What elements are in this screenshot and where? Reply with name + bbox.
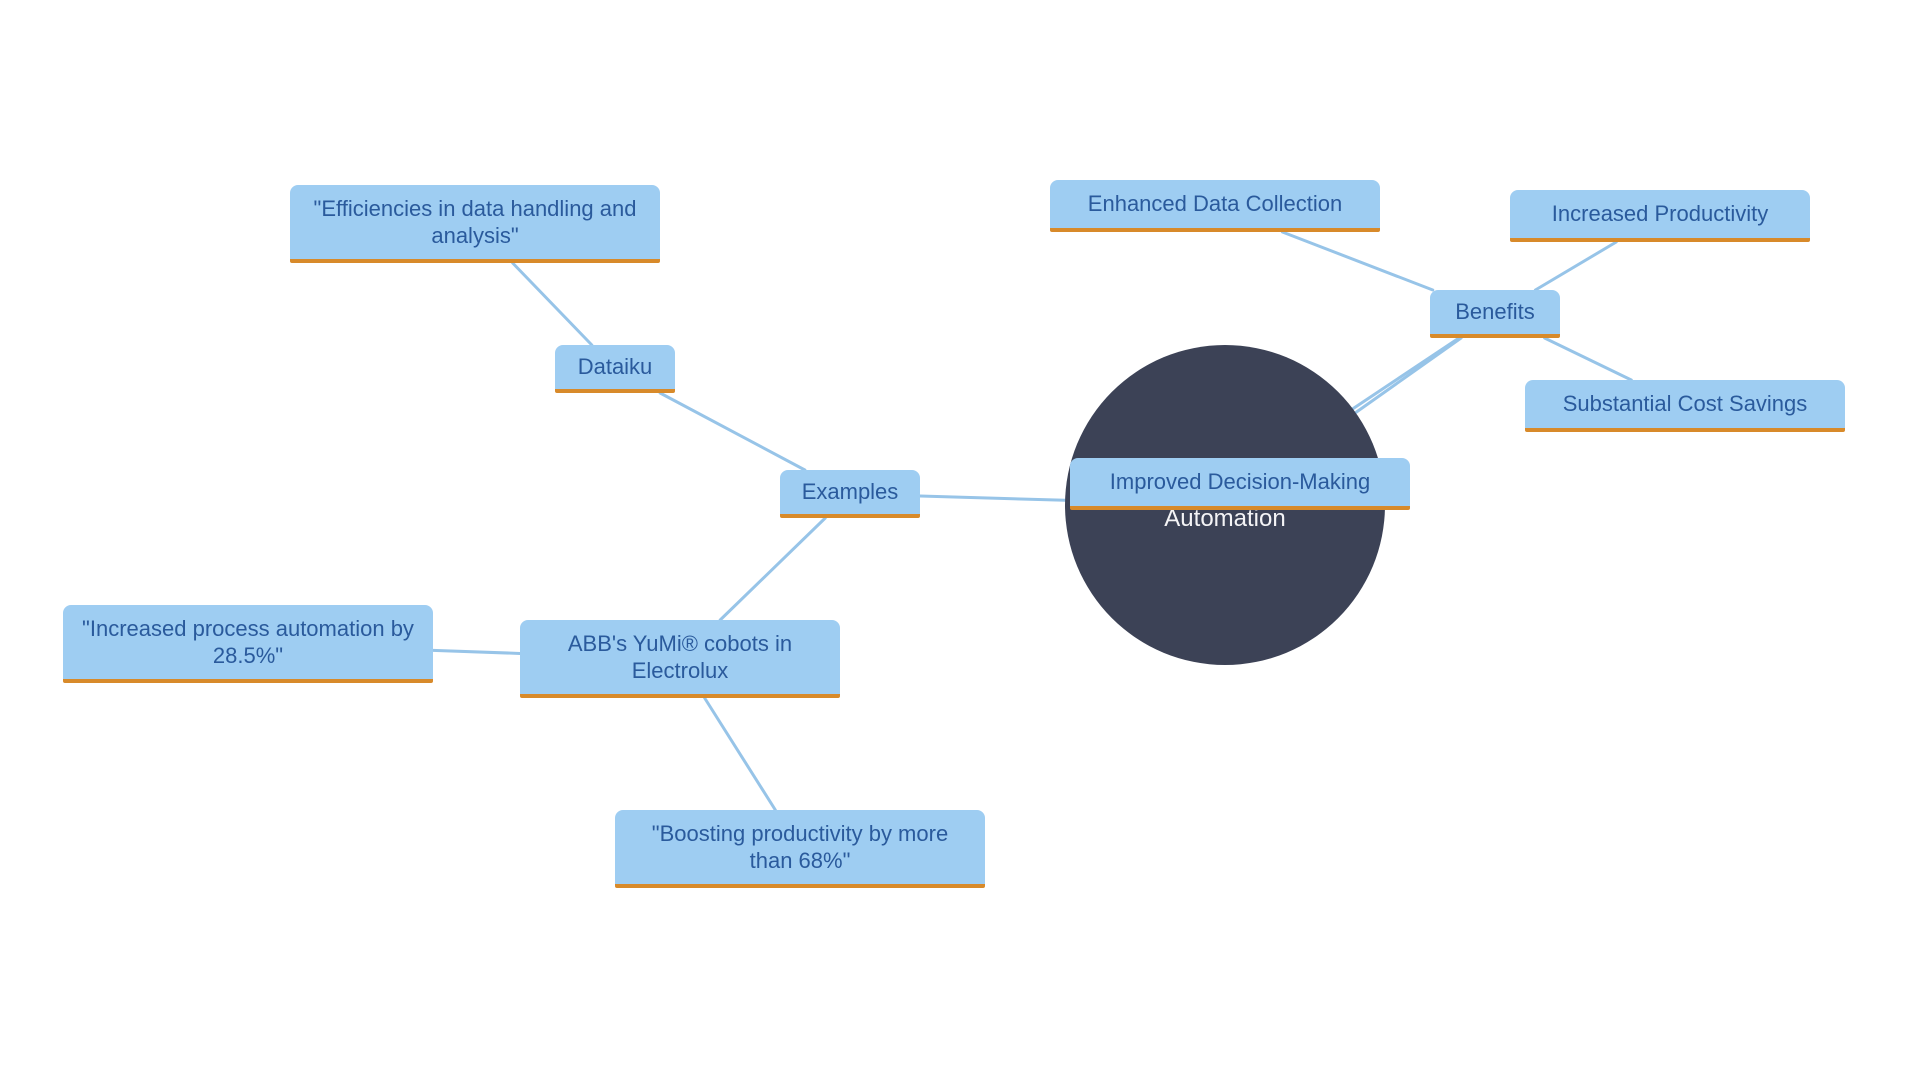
edge (1545, 338, 1632, 380)
node-boost68: "Boosting productivity by more than 68%" (615, 810, 985, 888)
node-ip: Increased Productivity (1510, 190, 1810, 242)
node-label: "Efficiencies in data handling and analy… (308, 195, 642, 250)
node-label: Benefits (1455, 298, 1535, 326)
node-label: Enhanced Data Collection (1088, 190, 1342, 218)
node-inc285: "Increased process automation by 28.5%" (63, 605, 433, 683)
edge (1282, 232, 1432, 290)
node-dataiku: Dataiku (555, 345, 675, 393)
node-scs: Substantial Cost Savings (1525, 380, 1845, 432)
node-label: ABB's YuMi® cobots in Electrolux (538, 630, 822, 685)
edge (660, 393, 805, 470)
node-idm: Improved Decision-Making (1070, 458, 1410, 510)
node-label: Improved Decision-Making (1110, 468, 1370, 496)
node-benefits: Benefits (1430, 290, 1560, 338)
edge (433, 650, 520, 653)
edge (1356, 338, 1461, 413)
edge (705, 698, 776, 810)
node-label: "Increased process automation by 28.5%" (81, 615, 415, 670)
node-label: Increased Productivity (1552, 200, 1768, 228)
node-label: Dataiku (578, 353, 653, 381)
mindmap-canvas: Robotic Process AutomationExamplesDataik… (0, 0, 1920, 1080)
node-label: Substantial Cost Savings (1563, 390, 1808, 418)
edge-layer (0, 0, 1920, 1080)
node-abb: ABB's YuMi® cobots in Electrolux (520, 620, 840, 698)
node-label: "Boosting productivity by more than 68%" (633, 820, 967, 875)
node-examples: Examples (780, 470, 920, 518)
node-edc: Enhanced Data Collection (1050, 180, 1380, 232)
node-label: Examples (802, 478, 899, 506)
edge (1535, 242, 1616, 290)
edge (720, 518, 825, 620)
edge (920, 496, 1065, 500)
edge (513, 263, 592, 345)
node-eff: "Efficiencies in data handling and analy… (290, 185, 660, 263)
